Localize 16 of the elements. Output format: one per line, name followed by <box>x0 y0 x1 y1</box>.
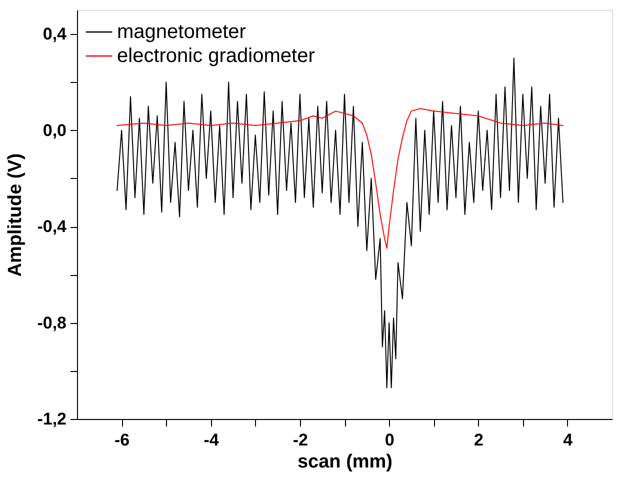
y-tick-label: 0,0 <box>42 120 66 140</box>
y-tick-label: -0,8 <box>37 313 66 332</box>
x-axis-title: scan (mm) <box>297 452 393 472</box>
y-axis-title: Amplitude (V) <box>5 153 26 277</box>
y-tick-label: 0,4 <box>42 24 68 44</box>
legend-label: electronic gradiometer <box>117 45 316 67</box>
x-tick-label: -2 <box>292 430 308 450</box>
x-tick-label: -4 <box>204 430 220 450</box>
x-tick-label: -6 <box>114 430 130 450</box>
y-tick-label: -1,2 <box>37 410 66 428</box>
x-tick-label: 2 <box>474 430 484 450</box>
y-tick-label: -0,4 <box>37 217 68 236</box>
x-tick-label: 4 <box>563 430 574 450</box>
legend-label: magnetometer <box>117 21 246 43</box>
line-series <box>116 108 564 249</box>
x-tick-label: 0 <box>384 430 394 450</box>
